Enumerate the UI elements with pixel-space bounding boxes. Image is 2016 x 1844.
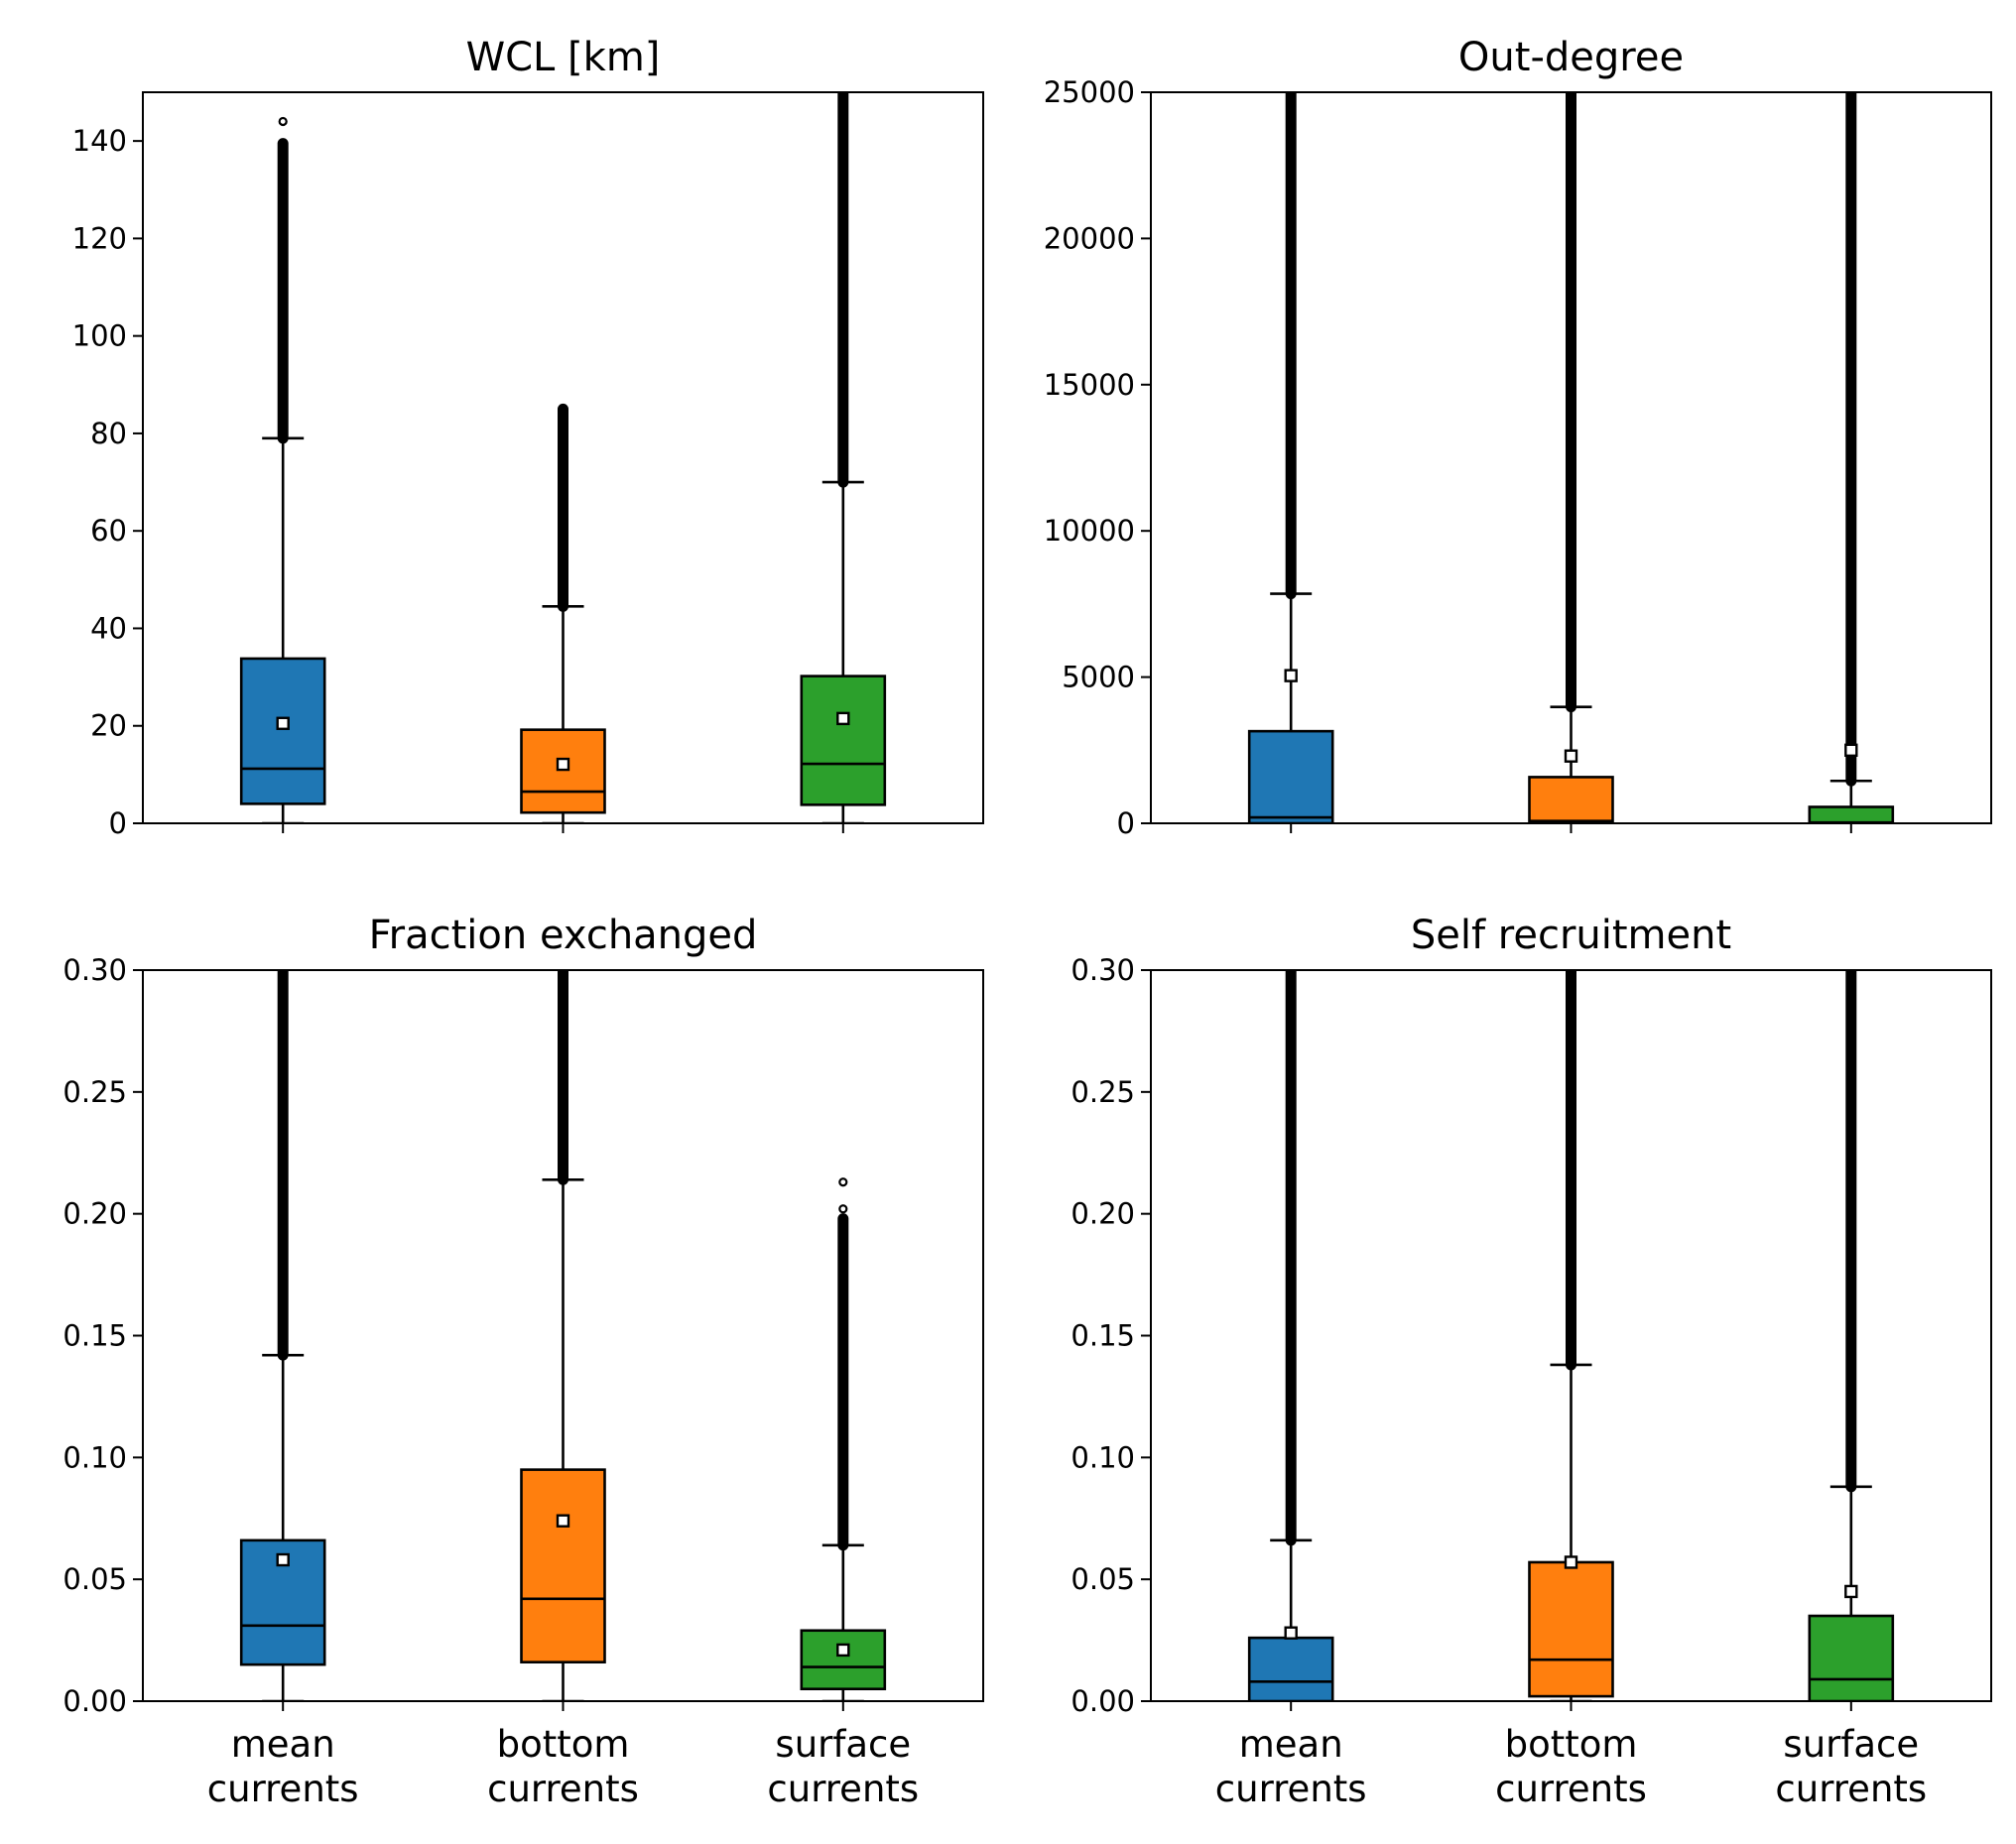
y-tick-label: 20000 [1044, 221, 1135, 255]
y-tick-label: 0 [1117, 806, 1135, 840]
box-bottom [1528, 1560, 1614, 1698]
y-tick-label: 0.05 [1071, 1562, 1135, 1596]
mean-marker [836, 1643, 850, 1658]
box-bottom [520, 728, 606, 814]
y-tick-label: 0.15 [1071, 1319, 1135, 1353]
x-tick-label: surface currents [767, 1723, 919, 1810]
y-tick-label: 0.20 [63, 1197, 127, 1231]
subplot-1: WCL [km] 0 20 40 60 80 100 120 140 [72, 35, 984, 840]
y-tick-label: 0.10 [63, 1440, 127, 1474]
mean-marker [556, 757, 570, 772]
mean-marker [1844, 1584, 1858, 1599]
x-tick-label: bottom currents [487, 1723, 639, 1810]
subplot-2: Out-degree 0 5000 10000 15000 20000 25000 [1044, 35, 1992, 840]
subplot-title: WCL [km] [466, 35, 661, 80]
mean-marker [276, 716, 290, 730]
y-tick-label: 0.20 [1071, 1197, 1135, 1231]
box-bottom [520, 1468, 606, 1663]
x-tick-label: surface currents [1775, 1723, 1927, 1810]
y-tick-label: 40 [90, 611, 127, 645]
subplot-title: Fraction exchanged [369, 913, 758, 958]
mean-marker [1284, 1626, 1298, 1640]
y-tick-label: 0.30 [1071, 953, 1135, 987]
y-tick-label: 140 [72, 124, 127, 158]
y-tick-label: 60 [90, 514, 127, 548]
y-tick-label: 15000 [1044, 368, 1135, 402]
y-tick-label: 0 [109, 806, 127, 840]
x-tick-label: mean currents [1215, 1723, 1367, 1810]
plot-area [1247, 92, 1895, 823]
y-tick-label: 80 [90, 417, 127, 450]
plot-area [239, 970, 887, 1701]
mean-marker [836, 711, 850, 726]
box-mean [1247, 729, 1334, 823]
mean-marker [1284, 669, 1298, 682]
outlier-point [838, 1177, 848, 1187]
mean-marker [1564, 749, 1578, 763]
x-tick-label: mean currents [207, 1723, 359, 1810]
box-surface [1808, 1614, 1895, 1701]
outlier-point [838, 1204, 848, 1214]
mean-marker [276, 1552, 290, 1567]
box-surface [800, 1629, 887, 1691]
mean-marker [1844, 743, 1858, 757]
y-tick-label: 5000 [1062, 661, 1135, 694]
mean-marker [1564, 1555, 1578, 1569]
y-tick-label: 20 [90, 709, 127, 743]
box-surface [800, 675, 887, 806]
y-tick-label: 0.05 [63, 1562, 127, 1596]
y-tick-label: 0.10 [1071, 1440, 1135, 1474]
box-mean [1247, 1636, 1334, 1701]
subplot-3: Fraction exchanged 0.00 0.05 0.10 0.15 0.20 0.… [63, 913, 984, 1810]
y-tick-label: 0.00 [1071, 1684, 1135, 1718]
y-tick-label: 0.25 [1071, 1075, 1135, 1109]
box-mean [239, 657, 326, 805]
y-tick-label: 0.25 [63, 1075, 127, 1109]
x-tick-label: bottom currents [1495, 1723, 1647, 1810]
box-surface [1808, 805, 1895, 823]
y-tick-label: 10000 [1044, 514, 1135, 548]
outlier-point [278, 116, 288, 127]
y-tick-label: 25000 [1044, 75, 1135, 109]
subplot-title: Out-degree [1458, 35, 1684, 80]
y-tick-label: 0.00 [63, 1684, 127, 1718]
plot-area [1247, 970, 1895, 1701]
box-bottom [1528, 776, 1614, 823]
y-tick-label: 0.15 [63, 1319, 127, 1353]
y-tick-label: 100 [72, 319, 127, 353]
y-tick-label: 120 [72, 221, 127, 255]
plot-area [239, 92, 887, 823]
y-tick-label: 0.30 [63, 953, 127, 987]
subplot-title: Self recruitment [1411, 913, 1731, 958]
mean-marker [556, 1514, 570, 1528]
subplot-4: Self recruitment 0.00 0.05 0.10 0.15 0.20 0.25… [1071, 913, 1992, 1810]
